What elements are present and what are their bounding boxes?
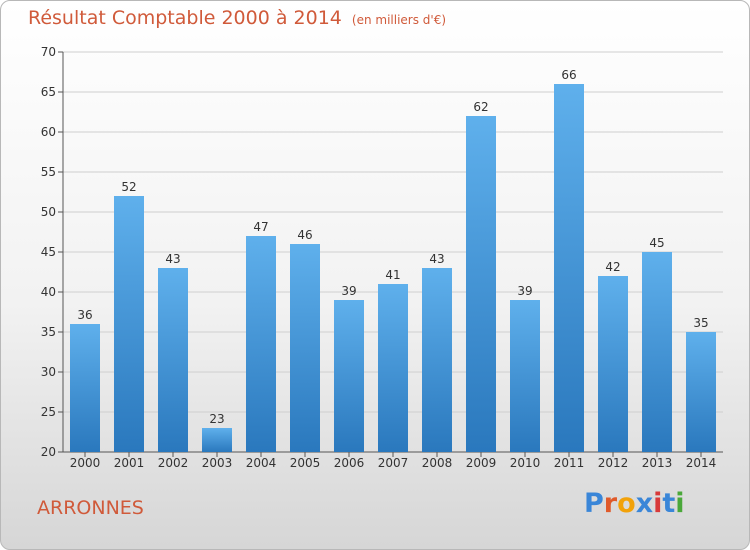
- bar: [246, 236, 276, 452]
- y-tick-label: 20: [41, 445, 56, 459]
- logo-letter: i: [653, 488, 663, 519]
- chart-subtitle: (en milliers d'€): [351, 13, 447, 27]
- bar: [158, 268, 188, 452]
- y-tick-label: 50: [41, 205, 56, 219]
- data-label: 66: [561, 68, 576, 82]
- x-tick-label: 2005: [290, 456, 321, 470]
- x-tick-label: 2012: [598, 456, 629, 470]
- chart-title-text: Résultat Comptable 2000 à 2014: [28, 7, 342, 29]
- data-label: 62: [473, 100, 488, 114]
- logo-letter: P: [584, 488, 604, 519]
- bar: [202, 428, 232, 452]
- x-tick-label: 2002: [158, 456, 189, 470]
- y-tick-label: 60: [41, 125, 56, 139]
- bar: [510, 300, 540, 452]
- x-tick-label: 2009: [466, 456, 497, 470]
- x-tick-label: 2011: [554, 456, 585, 470]
- x-tick-label: 2003: [202, 456, 233, 470]
- y-tick-label: 40: [41, 285, 56, 299]
- data-label: 39: [341, 284, 356, 298]
- bar: [114, 196, 144, 452]
- y-tick-label: 65: [41, 85, 56, 99]
- bar: [598, 276, 628, 452]
- y-tick-label: 45: [41, 245, 56, 259]
- y-tick-label: 25: [41, 405, 56, 419]
- logo-letter: r: [603, 488, 618, 519]
- logo-letter: t: [662, 488, 676, 519]
- x-tick-label: 2000: [70, 456, 101, 470]
- y-tick-label: 30: [41, 365, 56, 379]
- logo-letter: o: [617, 488, 636, 519]
- bar: [642, 252, 672, 452]
- data-label: 43: [165, 252, 180, 266]
- bar: [466, 116, 496, 452]
- data-label: 52: [121, 180, 136, 194]
- x-tick-label: 2001: [114, 456, 145, 470]
- data-label: 47: [253, 220, 268, 234]
- proxiti-logo[interactable]: Proxiti: [584, 488, 685, 519]
- bar: [334, 300, 364, 452]
- x-tick-label: 2008: [422, 456, 453, 470]
- x-tick-label: 2010: [510, 456, 541, 470]
- bar: [422, 268, 452, 452]
- x-tick-label: 2004: [246, 456, 277, 470]
- data-label: 43: [429, 252, 444, 266]
- bar: [378, 284, 408, 452]
- y-tick-label: 55: [41, 165, 56, 179]
- data-label: 35: [693, 316, 708, 330]
- data-label: 46: [297, 228, 312, 242]
- bar: [686, 332, 716, 452]
- data-label: 39: [517, 284, 532, 298]
- commune-name: ARRONNES: [37, 497, 144, 519]
- data-label: 41: [385, 268, 400, 282]
- data-label: 42: [605, 260, 620, 274]
- data-label: 45: [649, 236, 664, 250]
- logo-letter: x: [635, 488, 654, 519]
- bar: [554, 84, 584, 452]
- data-label: 23: [209, 412, 224, 426]
- bar: [70, 324, 100, 452]
- label-layer: 36 52 43 23 47 46 39 41 43 62 39 66 42 45 35: [77, 68, 708, 426]
- bar: [290, 244, 320, 452]
- logo-letter: i: [675, 488, 685, 519]
- x-tick-label: 2006: [334, 456, 365, 470]
- chart-title: Résultat Comptable 2000 à 2014 (en millie…: [28, 7, 446, 29]
- x-tick-label: 2013: [642, 456, 673, 470]
- x-tick-label: 2007: [378, 456, 409, 470]
- y-tick-label: 35: [41, 325, 56, 339]
- x-tick-label: 2014: [686, 456, 717, 470]
- bar-layer: [70, 84, 716, 452]
- y-tick-label: 70: [41, 45, 56, 59]
- data-label: 36: [77, 308, 92, 322]
